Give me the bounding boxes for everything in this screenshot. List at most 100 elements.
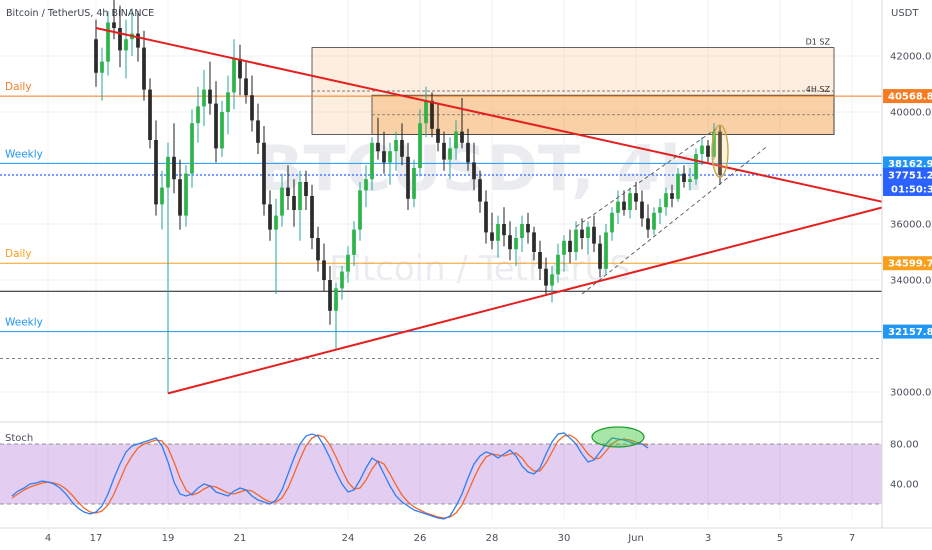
- candle-body: [502, 224, 506, 236]
- candle-body: [640, 201, 644, 219]
- candle-body: [538, 252, 542, 269]
- candle-body: [646, 218, 650, 230]
- time-tick-label: 24: [342, 533, 355, 544]
- candle-body: [274, 215, 278, 230]
- candle-body: [628, 193, 632, 210]
- candle-body: [310, 196, 314, 238]
- candle-body: [184, 173, 188, 216]
- candle-body: [652, 212, 656, 230]
- price-tag-label: 40568.86: [888, 92, 932, 103]
- countdown-label: 01:50:37: [891, 184, 932, 195]
- candle-body: [166, 156, 170, 188]
- price-tick-label: 42000.00: [890, 52, 932, 63]
- supply-zones: D1 SZ 4H SZ: [311, 38, 835, 135]
- stoch-tick-label: 80.00: [890, 440, 919, 451]
- candle-body: [298, 182, 302, 210]
- candle-body: [442, 142, 446, 160]
- candle-body: [172, 156, 176, 180]
- price-tag: [883, 89, 932, 104]
- candle-body: [664, 193, 668, 208]
- candle-body: [292, 196, 296, 210]
- candle-body: [118, 28, 122, 51]
- candle-body: [658, 207, 662, 213]
- candle-body: [94, 39, 98, 73]
- candle-body: [352, 229, 356, 255]
- candle-body: [238, 58, 242, 79]
- candle-body: [586, 226, 590, 238]
- stoch-title: Stoch: [5, 433, 33, 444]
- candle-body: [544, 268, 548, 286]
- candle-body: [406, 156, 410, 199]
- candle-body: [616, 201, 620, 213]
- candle-body: [556, 254, 560, 275]
- candle-body: [148, 89, 152, 140]
- time-tick-label: 17: [90, 533, 103, 544]
- candle-body: [412, 168, 416, 199]
- price-tag: [883, 156, 932, 171]
- stoch-band: [0, 444, 882, 504]
- price-tag-label: 38162.96: [888, 159, 932, 170]
- candle-body: [124, 39, 128, 51]
- candles: [94, 0, 722, 394]
- candle-body: [346, 254, 350, 272]
- price-tag: [883, 324, 932, 339]
- price-tag-label: 32157.81: [888, 327, 932, 338]
- candle-body: [160, 187, 164, 205]
- candle-body: [316, 238, 320, 261]
- candle-body: [436, 128, 440, 143]
- level-label: Weekly: [5, 317, 43, 329]
- price-tick-label: 40000.00: [890, 108, 932, 119]
- candle-body: [694, 154, 698, 180]
- candle-body: [682, 173, 686, 182]
- candle-body: [244, 78, 248, 96]
- candle-body: [550, 274, 554, 286]
- candle-body: [520, 224, 524, 238]
- candle-body: [700, 145, 704, 154]
- price-tick-label: 30000.00: [890, 388, 932, 399]
- candle-body: [706, 145, 710, 157]
- candle-body: [106, 22, 110, 62]
- chart-header: Bitcoin / TetherUS, 4h BINANCE USDT: [6, 8, 919, 19]
- candle-body: [622, 201, 626, 210]
- time-axis[interactable]: 4 17 19 21 24 26 28 30 Jun 3 5 7: [0, 527, 932, 550]
- watermark: BTCUSDT, 4h Bitcoin / TetherUS: [256, 132, 703, 289]
- candle-body: [178, 179, 182, 216]
- candle-body: [142, 47, 146, 90]
- countdown-tag: [883, 181, 932, 196]
- price-tag-label: 37751.29: [888, 170, 932, 181]
- stoch-d-line: [11, 434, 649, 519]
- candle-body: [562, 240, 566, 255]
- candle-body: [322, 260, 326, 280]
- price-axis[interactable]: 42000.00 40000.00 36000.00 34000.00 30000.00…: [881, 0, 932, 550]
- candle-body: [490, 232, 494, 241]
- candle-body: [328, 280, 332, 311]
- candle-body: [712, 131, 716, 157]
- candle-body: [112, 22, 116, 28]
- candle-body: [268, 204, 272, 230]
- candle-body: [250, 95, 254, 121]
- candle-body: [448, 148, 452, 160]
- candle-body: [676, 173, 680, 199]
- time-tick-label: 26: [414, 533, 427, 544]
- candle-body: [592, 226, 596, 244]
- price-tag: [883, 167, 932, 182]
- candle-body: [688, 179, 692, 182]
- trendline-drawings: [95, 27, 895, 395]
- candle-body: [532, 232, 536, 252]
- candle-body: [514, 238, 518, 250]
- candle-body: [484, 201, 488, 233]
- candle-body: [388, 151, 392, 163]
- candle-body: [256, 120, 260, 143]
- candle-body: [262, 142, 266, 205]
- time-tick-label: 5: [777, 533, 783, 544]
- symbol-title: Bitcoin / TetherUS, 4h BINANCE: [6, 8, 154, 19]
- candle-body: [226, 92, 230, 112]
- candle-body: [100, 61, 104, 73]
- candle-body: [334, 288, 338, 311]
- candle-body: [154, 140, 158, 205]
- zone-label: 4H SZ: [806, 85, 831, 94]
- candle-body: [286, 187, 290, 196]
- candle-body: [382, 151, 386, 163]
